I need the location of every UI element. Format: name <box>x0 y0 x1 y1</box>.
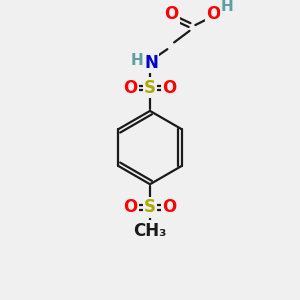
Text: S: S <box>144 198 156 216</box>
Text: H: H <box>221 0 234 14</box>
Text: H: H <box>131 53 144 68</box>
Text: O: O <box>162 198 176 216</box>
Text: CH₃: CH₃ <box>133 221 167 239</box>
Text: N: N <box>144 54 158 72</box>
Text: O: O <box>164 5 178 23</box>
Text: O: O <box>162 79 176 97</box>
Text: O: O <box>124 198 138 216</box>
Text: O: O <box>124 79 138 97</box>
Text: S: S <box>144 79 156 97</box>
Text: O: O <box>206 5 221 23</box>
